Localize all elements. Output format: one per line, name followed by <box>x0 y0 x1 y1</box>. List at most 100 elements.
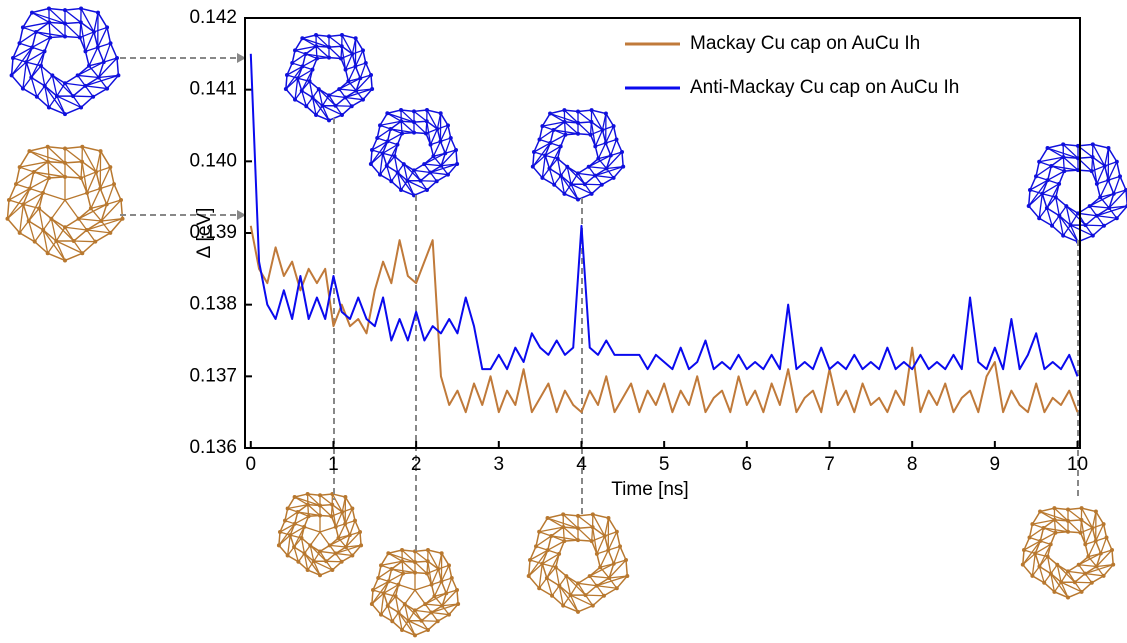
cluster-atom <box>1118 174 1122 178</box>
cluster-atom <box>5 217 9 221</box>
cluster-atom <box>621 165 625 169</box>
cluster-atom <box>28 187 32 191</box>
cluster-bond <box>104 43 111 62</box>
cluster-atom <box>358 530 362 534</box>
cluster-atom <box>624 558 628 562</box>
cluster-atom <box>364 61 368 65</box>
cluster-atom <box>358 76 362 80</box>
cluster-atom <box>1102 224 1106 228</box>
cluster-bond <box>65 83 85 86</box>
cluster-bond <box>78 75 99 77</box>
cluster-atom <box>390 567 394 571</box>
cluster-atom <box>370 602 374 606</box>
cluster-atom <box>1115 160 1119 164</box>
cluster-atom <box>588 574 592 578</box>
cluster-atom <box>306 492 310 496</box>
cluster-atom <box>436 567 440 571</box>
cluster-atom <box>583 182 587 186</box>
cluster-atom <box>1079 518 1083 522</box>
cluster-atom <box>576 581 580 585</box>
cluster-atom <box>1077 563 1081 567</box>
cluster-atom <box>390 619 394 623</box>
cluster-atom <box>576 526 580 530</box>
cluster-atom <box>34 30 38 34</box>
cluster-atom <box>412 131 416 135</box>
cluster-atom <box>609 153 613 157</box>
cluster-atom <box>80 251 84 255</box>
cluster-atom <box>286 554 290 558</box>
cluster-atom <box>600 183 604 187</box>
cluster-atom <box>444 591 448 595</box>
cluster-atom <box>606 548 610 552</box>
cluster-bond <box>430 173 448 175</box>
x-tick-label: 0 <box>245 454 256 475</box>
cluster-atom <box>378 123 382 127</box>
cluster-bond <box>329 36 342 46</box>
cluster-bond <box>1093 144 1105 166</box>
cluster-atom <box>569 182 573 186</box>
cluster-atom <box>1066 569 1070 573</box>
cluster-atom <box>598 565 602 569</box>
cluster-atom <box>431 154 435 158</box>
cluster-atom <box>419 179 423 183</box>
y-tick-label: 0.142 <box>189 7 237 28</box>
cluster-atom <box>92 30 96 34</box>
x-tick-label: 10 <box>1067 454 1088 475</box>
cluster-bond <box>81 9 94 32</box>
cluster-atom <box>348 533 352 537</box>
cluster-atom <box>381 151 385 155</box>
cluster-bond <box>65 148 82 161</box>
cluster-atom <box>1053 518 1057 522</box>
cluster-atom <box>550 594 554 598</box>
cluster-atom <box>547 166 551 170</box>
cluster-atom <box>324 559 328 563</box>
cluster-atom <box>340 113 344 117</box>
cluster-bond <box>585 595 603 596</box>
cluster-bond <box>563 527 564 541</box>
cluster-atom <box>37 206 41 210</box>
cluster-bond <box>65 163 81 178</box>
cluster-atom <box>386 551 390 555</box>
cluster-atom <box>429 143 433 147</box>
cluster-atom <box>549 534 553 538</box>
cluster-atom <box>21 87 25 91</box>
cluster-atom <box>447 563 451 567</box>
cluster-atom <box>385 111 389 115</box>
cluster-atom <box>344 68 348 72</box>
cluster-bond <box>336 553 353 555</box>
cluster-atom <box>32 170 36 174</box>
cluster-atom <box>576 171 580 175</box>
cluster-bond <box>30 189 43 193</box>
cluster-atom <box>378 173 382 177</box>
cluster-atom <box>339 56 343 60</box>
cluster-atom <box>376 576 380 580</box>
cluster-atom <box>105 202 109 206</box>
cluster-atom <box>71 94 75 98</box>
data-line <box>251 54 1078 377</box>
cluster-atom <box>603 534 607 538</box>
cluster-atom <box>401 571 405 575</box>
cluster-atom <box>1102 522 1106 526</box>
cluster-atom <box>47 176 51 180</box>
cluster-atom <box>121 217 125 221</box>
cluster-atom <box>546 516 550 520</box>
cluster-image <box>1027 142 1127 243</box>
cluster-bond <box>592 110 603 130</box>
cluster-atom <box>1106 178 1110 182</box>
cluster-atom <box>334 551 338 555</box>
cluster-atom <box>1095 564 1099 568</box>
cluster-atom <box>97 75 101 79</box>
cluster-atom <box>1061 155 1065 159</box>
cluster-atom <box>537 586 541 590</box>
cluster-atom <box>425 571 429 575</box>
cluster-atom <box>1034 174 1038 178</box>
cluster-atom <box>1042 581 1046 585</box>
cluster-atom <box>343 495 347 499</box>
cluster-atom <box>1091 142 1095 146</box>
cluster-atom <box>1049 572 1053 576</box>
cluster-atom <box>400 628 404 632</box>
cluster-atom <box>1066 530 1070 534</box>
cluster-atom <box>320 104 324 108</box>
cluster-atom <box>432 594 436 598</box>
cluster-atom <box>435 127 439 131</box>
